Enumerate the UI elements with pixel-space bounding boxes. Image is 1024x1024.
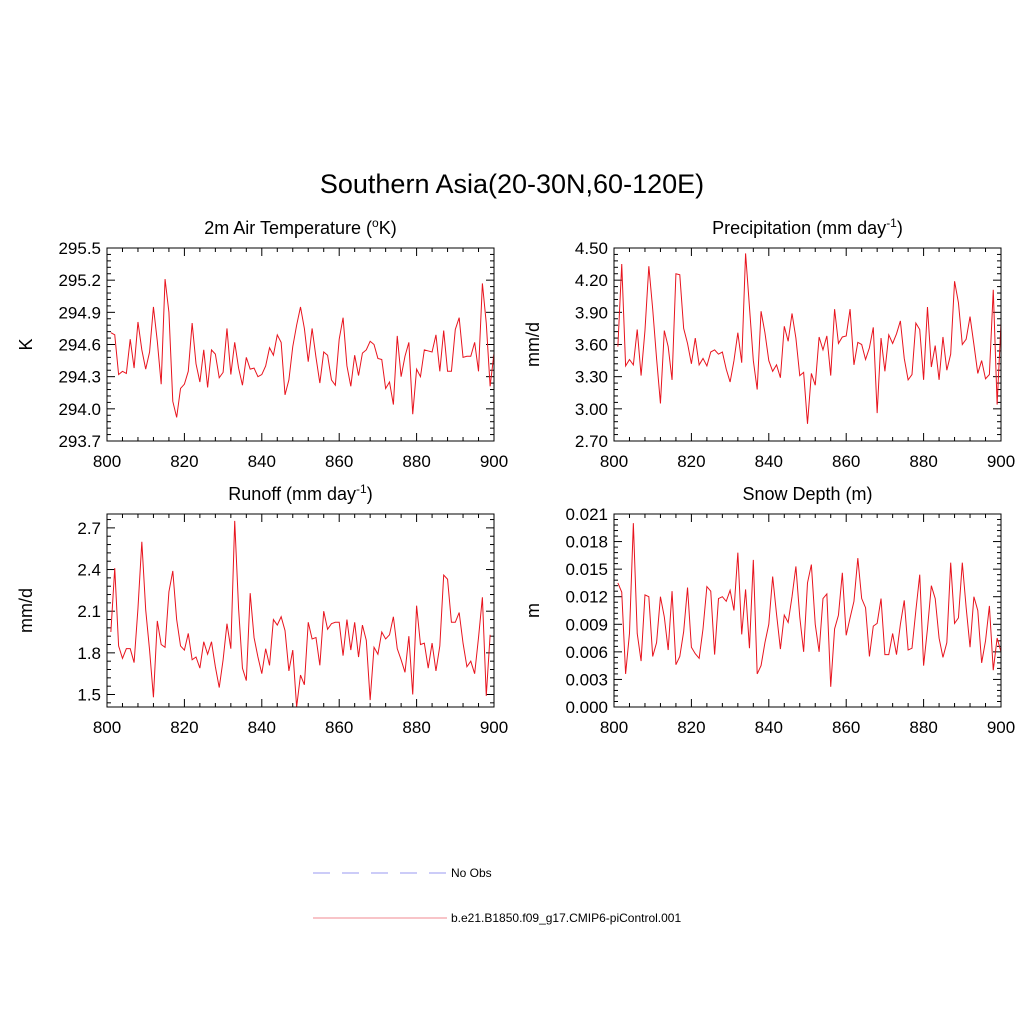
x-tick-label: 800 [600,452,628,471]
x-tick-label: 880 [402,452,430,471]
x-tick-label: 840 [248,718,276,737]
legend: No Obs b.e21.B1850.f09_g17.CMIP6-piContr… [313,866,681,925]
panel-title: 2m Air Temperature (oK) [204,216,396,238]
panel-title: Precipitation (mm day-1) [712,216,903,238]
y-tick-label: 0.003 [565,670,608,689]
y-tick-label: 295.2 [58,271,101,290]
panel-title: Snow Depth (m) [742,484,872,504]
y-tick-label: 2.4 [77,561,101,580]
y-tick-label: 293.7 [58,432,101,451]
y-tick-label: 294.0 [58,400,101,419]
series-line [110,520,491,708]
y-axis-label: m [523,603,543,618]
y-axis-label: K [16,338,36,350]
x-tick-label: 800 [600,718,628,737]
panel-air-temperature: 2m Air Temperature (oK) K 800 820 840 860 880 9… [16,216,508,471]
panel-title-tail: K) [379,218,397,238]
x-tick-label: 820 [677,452,705,471]
x-tick-label: 820 [170,718,198,737]
y-tick-label: 4.50 [575,239,608,258]
y-tick-label: 2.70 [575,432,608,451]
x-tick-label: 800 [93,718,121,737]
y-tick-label: 2.7 [77,519,101,538]
y-tick-label: 0.015 [565,560,608,579]
panel-title-text: Runoff (mm day [228,484,356,504]
y-tick-label: 1.8 [77,644,101,663]
series-line [617,253,1002,424]
series-line [110,279,495,418]
y-tick-label: 3.00 [575,400,608,419]
x-tick-label: 820 [170,452,198,471]
x-tick-label: 860 [325,452,353,471]
x-tick-label: 900 [480,718,508,737]
panel-title-superscript: -1 [886,216,897,230]
x-tick-label: 860 [325,718,353,737]
panel-title-text: Snow Depth (m) [742,484,872,504]
y-tick-label: 294.3 [58,368,101,387]
x-tick-label: 860 [832,452,860,471]
panel-title-superscript: o [372,216,379,230]
figure-title: Southern Asia(20-30N,60-120E) [320,169,704,199]
panel-precipitation: Precipitation (mm day-1) mm/d 800 820 840 860… [523,216,1015,471]
y-tick-label: 0.018 [565,533,608,552]
x-tick-label: 900 [480,452,508,471]
y-tick-label: 1.5 [77,686,101,705]
y-tick-label: 3.60 [575,336,608,355]
plot-frame [106,513,495,708]
y-axis-label: mm/d [16,588,36,633]
panel-title-superscript: -1 [356,482,367,496]
plot-frame [106,247,495,442]
x-tick-label: 820 [677,718,705,737]
panel-title-text: 2m Air Temperature ( [204,218,372,238]
panel-snow-depth: Snow Depth (m) m 800 820 840 860 880 900 0.000 0.… [523,484,1015,737]
y-axis-label: mm/d [523,322,543,367]
y-tick-label: 0.021 [565,505,608,524]
x-tick-label: 880 [402,718,430,737]
x-tick-label: 880 [909,718,937,737]
plot-frame [613,513,1002,708]
y-tick-label: 295.5 [58,239,101,258]
x-tick-label: 840 [755,718,783,737]
y-tick-label: 0.006 [565,643,608,662]
x-tick-label: 900 [987,452,1015,471]
y-tick-label: 4.20 [575,271,608,290]
x-tick-label: 800 [93,452,121,471]
x-tick-label: 860 [832,718,860,737]
panel-title-tail: ) [897,218,903,238]
x-tick-label: 900 [987,718,1015,737]
y-tick-label: 0.012 [565,588,608,607]
y-tick-label: 3.90 [575,303,608,322]
plot-frame [613,247,1002,442]
panel-title-tail: ) [367,484,373,504]
legend-label-model: b.e21.B1850.f09_g17.CMIP6-piControl.001 [451,911,681,925]
legend-label-no-obs: No Obs [451,866,492,880]
y-tick-label: 0.009 [565,615,608,634]
y-tick-label: 0.000 [565,698,608,717]
panel-runoff: Runoff (mm day-1) mm/d 800 820 840 860 880 900 1… [16,482,508,737]
x-tick-label: 880 [909,452,937,471]
y-tick-label: 294.9 [58,303,101,322]
series-line [617,523,1002,687]
x-tick-label: 840 [248,452,276,471]
panel-title-text: Precipitation (mm day [712,218,886,238]
y-tick-label: 294.6 [58,336,101,355]
y-tick-label: 2.1 [77,602,101,621]
y-tick-label: 3.30 [575,368,608,387]
x-tick-label: 840 [755,452,783,471]
panel-title: Runoff (mm day-1) [228,482,372,504]
